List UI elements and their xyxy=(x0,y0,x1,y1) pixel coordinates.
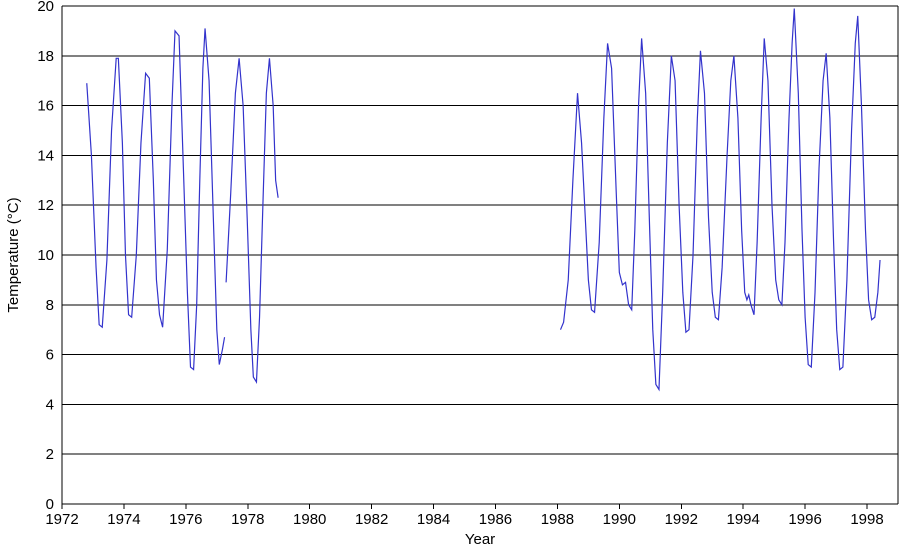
y-tick-label: 18 xyxy=(37,48,54,65)
x-tick-label: 1988 xyxy=(541,511,574,528)
x-axis-label: Year xyxy=(465,531,495,548)
y-tick-label: 8 xyxy=(46,297,54,314)
y-tick-label: 10 xyxy=(37,247,54,264)
y-tick-label: 16 xyxy=(37,98,54,115)
x-tick-label: 1982 xyxy=(355,511,388,528)
x-tick-label: 1998 xyxy=(850,511,883,528)
x-tick-label: 1992 xyxy=(665,511,698,528)
x-tick-label: 1978 xyxy=(231,511,264,528)
x-tick-label: 1972 xyxy=(45,511,78,528)
temperature-series-segment xyxy=(87,28,225,369)
x-tick-label: 1986 xyxy=(479,511,512,528)
y-tick-label: 4 xyxy=(46,396,54,413)
y-tick-label: 6 xyxy=(46,347,54,364)
x-tick-label: 1976 xyxy=(169,511,202,528)
x-tick-label: 1996 xyxy=(788,511,821,528)
y-axis-label: Temperature (°C) xyxy=(5,197,22,312)
x-tick-label: 1980 xyxy=(293,511,326,528)
temperature-series-segment xyxy=(561,8,881,389)
x-tick-label: 1994 xyxy=(726,511,759,528)
x-tick-label: 1990 xyxy=(603,511,636,528)
y-tick-label: 14 xyxy=(37,147,54,164)
x-tick-label: 1984 xyxy=(417,511,450,528)
chart-svg: 0246810121416182019721974197619781980198… xyxy=(0,0,902,555)
y-tick-label: 20 xyxy=(37,0,54,15)
x-tick-label: 1974 xyxy=(107,511,140,528)
temperature-time-series-chart: 0246810121416182019721974197619781980198… xyxy=(0,0,902,555)
y-tick-label: 2 xyxy=(46,446,54,463)
temperature-series-segment xyxy=(226,58,278,382)
y-tick-label: 12 xyxy=(37,197,54,214)
